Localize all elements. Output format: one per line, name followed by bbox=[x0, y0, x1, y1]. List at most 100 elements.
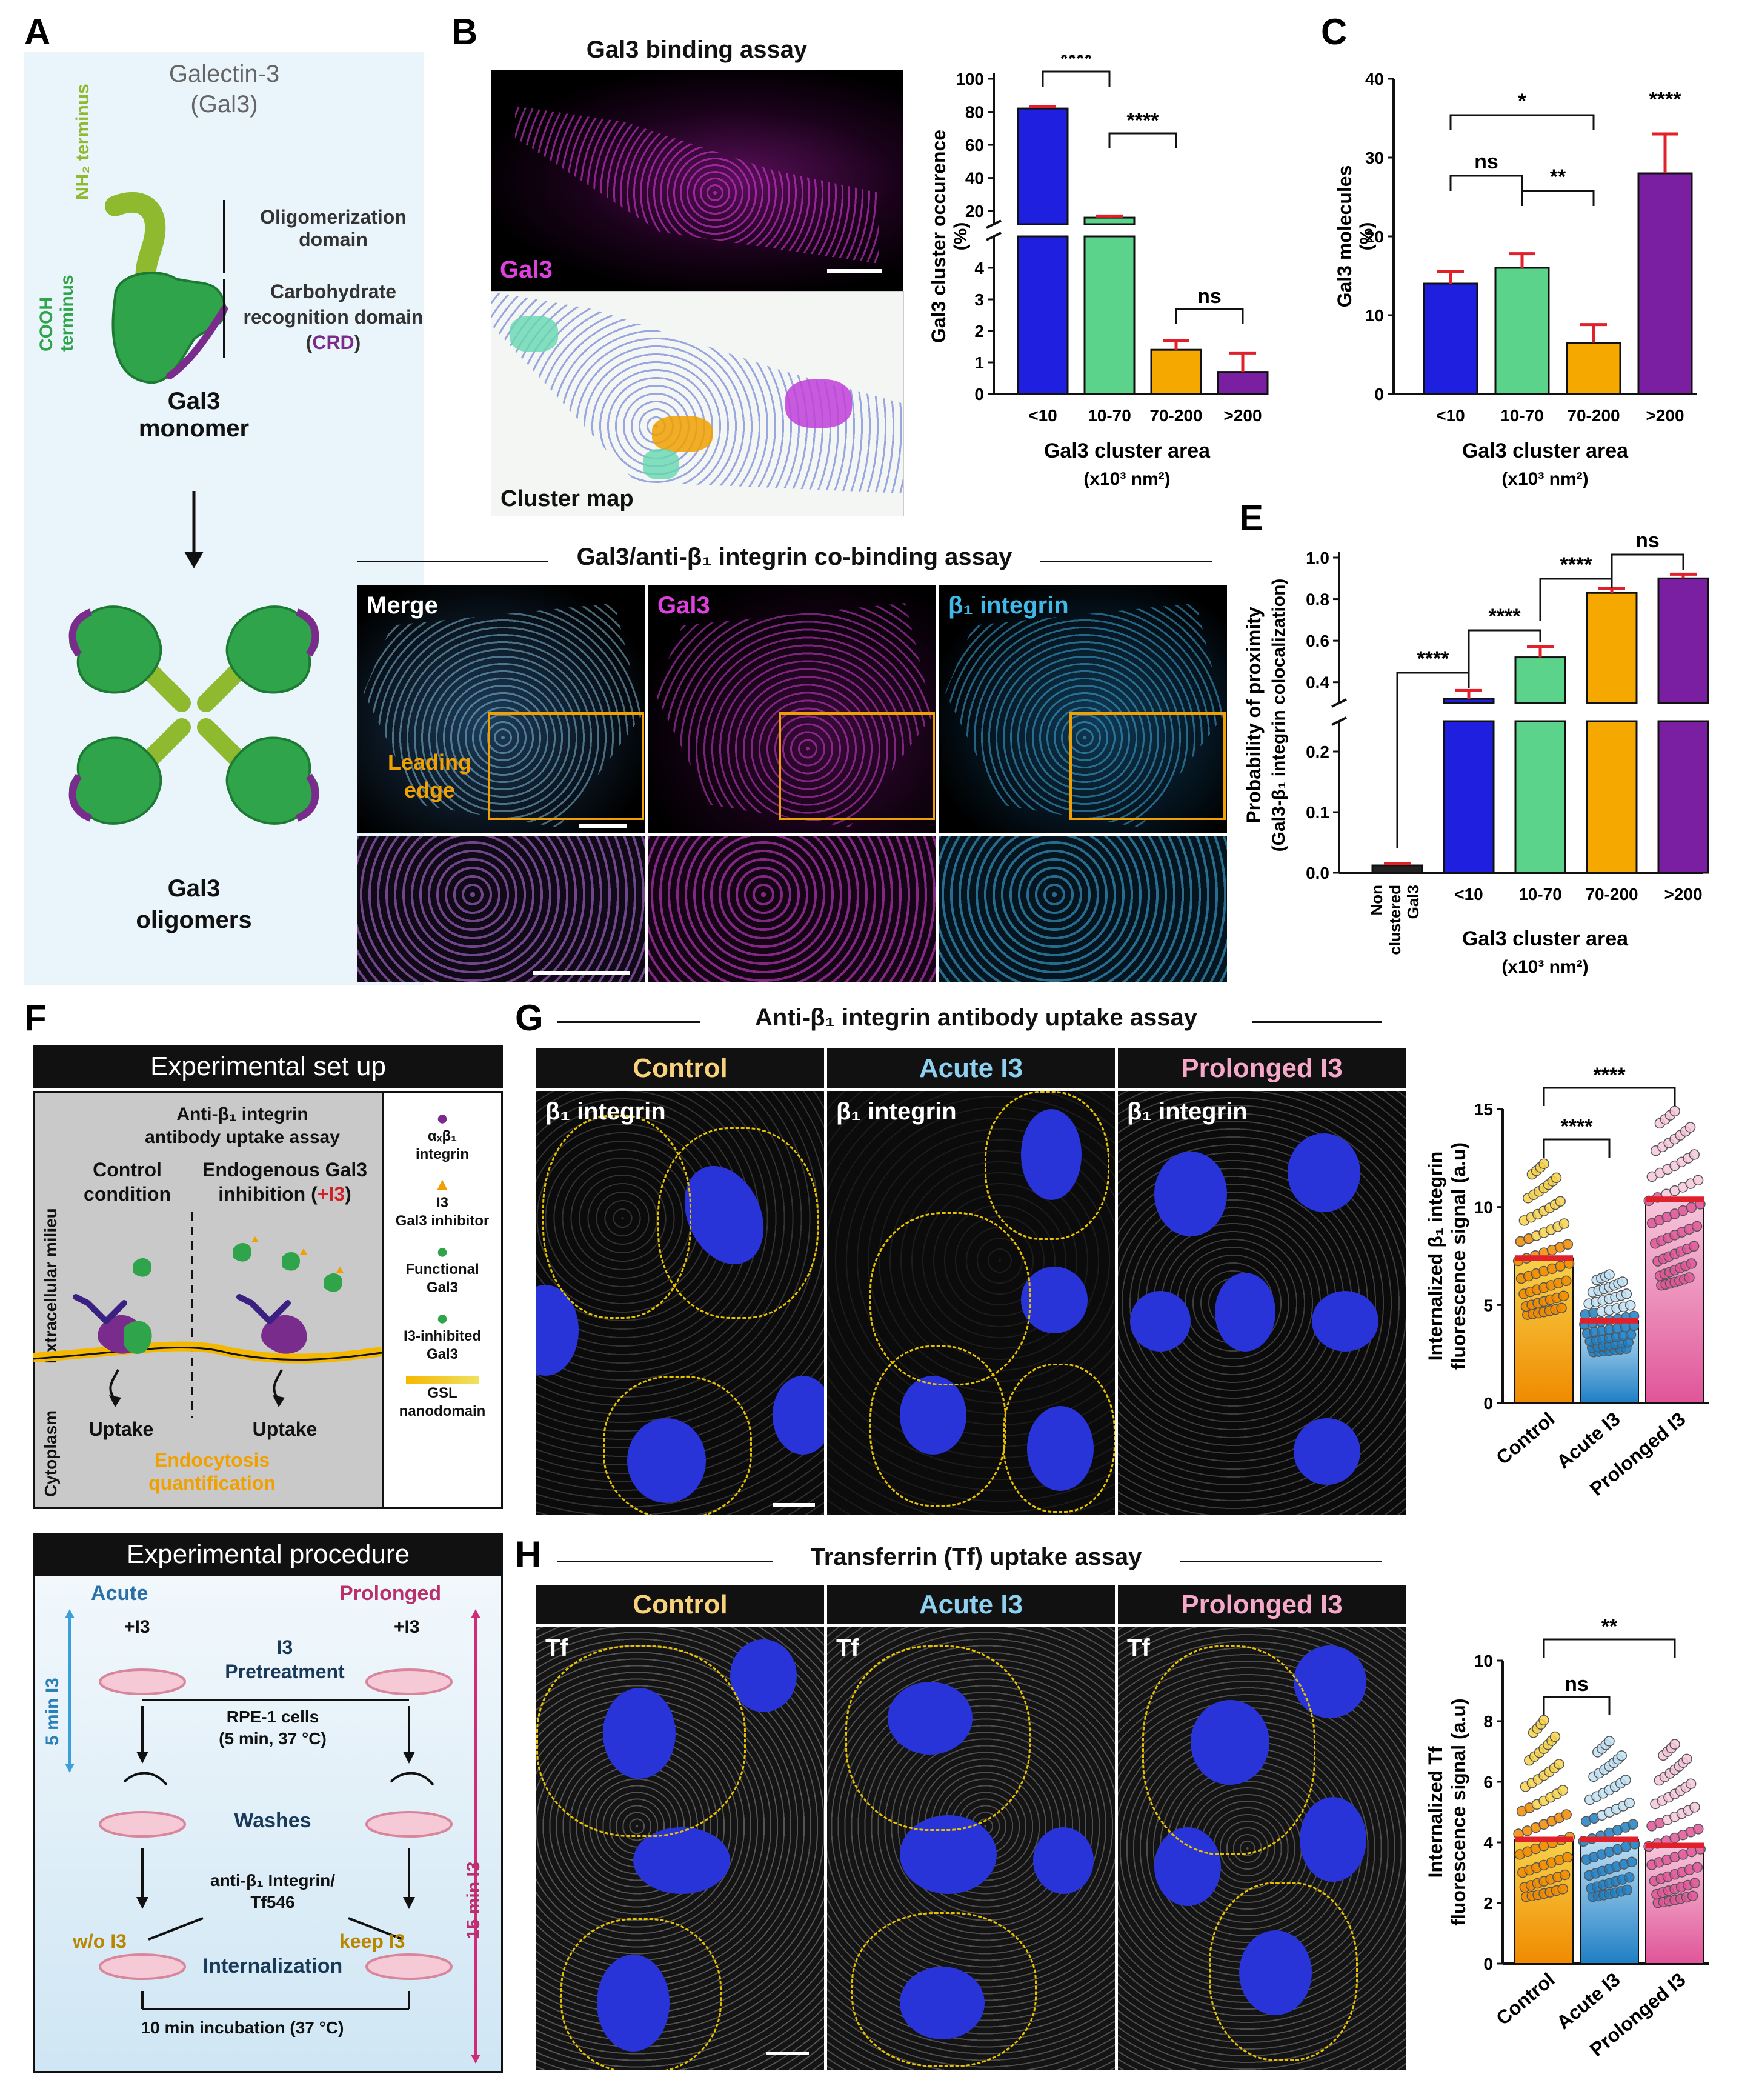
y-tick-label: 0.2 bbox=[1306, 742, 1329, 761]
bar bbox=[1494, 267, 1550, 395]
x-tick-label: >200 bbox=[1646, 406, 1684, 425]
y-tick-label: 2 bbox=[1483, 1894, 1493, 1913]
cluster-map-image: Cluster map bbox=[491, 291, 904, 516]
nucleus bbox=[773, 1376, 824, 1455]
legend-integrin2: integrin bbox=[416, 1146, 469, 1162]
g-control-image: β₁ integrin bbox=[536, 1091, 824, 1515]
nucleus bbox=[1288, 1133, 1360, 1212]
cell-outline bbox=[542, 1115, 691, 1319]
bar-lower-part bbox=[1586, 720, 1638, 874]
assay-line1: Anti-β₁ integrin bbox=[176, 1104, 308, 1124]
gal3-subtitle: (Gal3) bbox=[190, 91, 258, 118]
nh2-text: NH₂ bbox=[73, 165, 93, 200]
chart-b: 20 40 60 80 100 0 1 2 3 4 <10 10-70 70-200 >200 **** **… bbox=[928, 55, 1269, 489]
fifteen-min-label: 15 min I3 bbox=[464, 1861, 484, 1939]
rpe1-line2: (5 min, 37 °C) bbox=[219, 1729, 327, 1748]
x-axis-unit: (x10³ nm²) bbox=[1501, 469, 1588, 489]
x-tick-label: 10-70 bbox=[1088, 406, 1131, 425]
leading-edge-box bbox=[488, 712, 644, 820]
x-axis-label: Gal3 cluster area bbox=[1044, 439, 1211, 462]
data-point bbox=[1562, 1852, 1573, 1863]
y-tick-label: 2 bbox=[974, 322, 984, 341]
g-header-acute: Acute I3 bbox=[827, 1048, 1115, 1088]
data-point bbox=[1684, 1272, 1695, 1283]
bar-lower-part bbox=[1083, 235, 1136, 395]
y-tick-label: 40 bbox=[1365, 70, 1384, 88]
bar bbox=[1423, 282, 1478, 395]
oligomerization-domain-label: Oligomerization domain bbox=[245, 206, 421, 251]
anti-line1: anti-β₁ Integrin/ bbox=[210, 1871, 335, 1890]
x-tick-label: 10-70 bbox=[1518, 885, 1562, 904]
merge-image: Merge Leading edge bbox=[357, 585, 645, 833]
panel-label-c: C bbox=[1321, 12, 1348, 52]
bar bbox=[1645, 1198, 1704, 1404]
bar-lower-part bbox=[1514, 720, 1566, 874]
data-point bbox=[1685, 1778, 1697, 1790]
data-point bbox=[1689, 1149, 1700, 1160]
crd-close: ) bbox=[354, 332, 361, 353]
data-point bbox=[1624, 1798, 1635, 1808]
y-tick-label: 6 bbox=[1483, 1773, 1493, 1792]
leading-line1: Leading bbox=[388, 750, 472, 775]
data-point bbox=[1689, 1802, 1700, 1813]
cooh-sub: terminus bbox=[57, 275, 77, 352]
x-tick-label: <10 bbox=[1028, 406, 1057, 425]
plus-i3-left: +I3 bbox=[124, 1617, 150, 1637]
oligomer-line2: oligomers bbox=[136, 907, 252, 933]
y-tick-label: 0.6 bbox=[1306, 632, 1329, 650]
bar bbox=[1566, 342, 1621, 395]
chart-e: 0.4 0.6 0.8 1.0 0.0 0.1 0.2 Non clustered Gal3 <10… bbox=[1243, 529, 1709, 977]
cell-outline bbox=[845, 1645, 1031, 1831]
endo-a: inhibition ( bbox=[218, 1183, 318, 1205]
assay-label: Anti-β₁ integrin antibody uptake assay bbox=[127, 1103, 357, 1149]
data-point bbox=[1620, 1775, 1631, 1785]
h-acute-image: Tf bbox=[827, 1627, 1115, 2070]
data-point bbox=[1559, 1869, 1571, 1881]
integrin-legend-icon: ● bbox=[436, 1107, 449, 1130]
data-point bbox=[1620, 1841, 1632, 1852]
data-point bbox=[1686, 1258, 1697, 1269]
cell-outline bbox=[1142, 1645, 1315, 1855]
h-header-acute: Acute I3 bbox=[827, 1585, 1115, 1624]
sig-bracket bbox=[1449, 175, 1523, 191]
y-axis-label: Probability of proximity bbox=[1243, 607, 1265, 824]
gal3-monomer-label: Gal3 monomer bbox=[115, 388, 273, 442]
y-axis-sublabel: fluorescence signal (a.u) bbox=[1448, 1698, 1469, 1925]
bar-upper-part bbox=[1657, 577, 1709, 704]
data-point bbox=[1558, 1218, 1570, 1229]
integrin-zoom-signal bbox=[939, 836, 1227, 982]
y-tick-label: 100 bbox=[956, 70, 984, 88]
sig-bracket bbox=[1543, 1138, 1611, 1158]
data-point bbox=[1686, 1846, 1697, 1858]
y-tick-label: 0 bbox=[1374, 385, 1384, 404]
y-tick-label: 5 bbox=[1483, 1296, 1493, 1315]
crd-label: Carbohydrate recognition domain (CRD) bbox=[236, 279, 430, 355]
axis-break bbox=[986, 232, 1002, 241]
axis-break bbox=[1331, 716, 1347, 726]
sig-bracket bbox=[1108, 132, 1177, 148]
legend-gsl2: nanodomain bbox=[399, 1403, 486, 1419]
panel-label-a: A bbox=[24, 12, 51, 52]
data-point bbox=[1687, 1890, 1698, 1901]
sig-label: **** bbox=[1060, 55, 1093, 70]
y-axis-label: Internalized β₁ integrin bbox=[1425, 1152, 1446, 1361]
legend-i3b: Gal3 inhibitor bbox=[395, 1213, 490, 1229]
bar-upper-part bbox=[1443, 698, 1495, 704]
cooh-terminus-label: COOH terminus bbox=[36, 218, 78, 352]
h-prolonged-image: Tf bbox=[1118, 1627, 1406, 2070]
crd-abbrev: CRD bbox=[312, 332, 354, 353]
y-tick-label: 3 bbox=[974, 290, 984, 309]
y-tick-label: 80 bbox=[965, 103, 984, 122]
y-tick-label: 1 bbox=[974, 353, 984, 372]
panel-h-title: Transferrin (Tf) uptake assay bbox=[773, 1544, 1180, 1571]
data-point bbox=[1554, 1759, 1564, 1770]
cell-outline bbox=[1209, 1882, 1358, 2061]
nucleus bbox=[1312, 1291, 1378, 1352]
cell-outline bbox=[536, 1645, 746, 1837]
functional-gal3-icon: ● bbox=[436, 1240, 449, 1263]
bar bbox=[1371, 864, 1423, 874]
g-prolonged-image: β₁ integrin bbox=[1118, 1091, 1406, 1515]
cell-outline bbox=[869, 1345, 1006, 1507]
y-tick-label: 0.1 bbox=[1306, 803, 1329, 822]
